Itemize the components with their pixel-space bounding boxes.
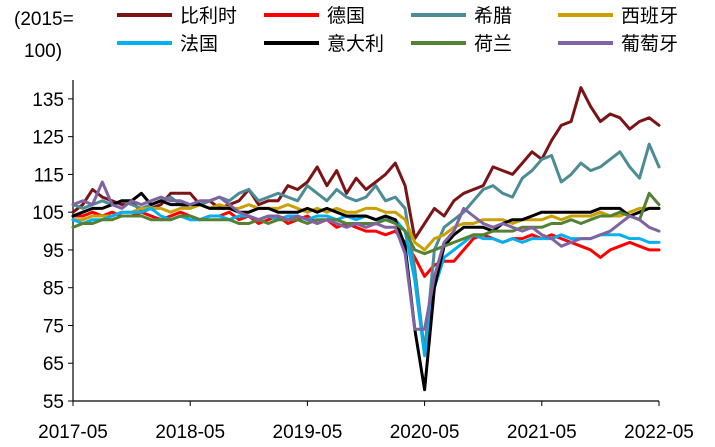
unit-label-line-1: (2015=	[14, 9, 74, 30]
legend-label-7: 葡萄牙	[621, 33, 678, 55]
legend-label-6: 荷兰	[474, 33, 512, 55]
legend-label-0: 比利时	[180, 5, 237, 27]
x-tick-label: 2019-05	[273, 422, 343, 443]
y-tick-label: 75	[43, 316, 64, 337]
series-line-1	[71, 210, 661, 278]
legend-label-5: 意大利	[327, 33, 384, 55]
series-lines	[71, 86, 661, 392]
series-line-7	[71, 180, 661, 331]
x-tick-label: 2021-05	[507, 422, 577, 443]
series-line-5	[71, 191, 661, 392]
series-line-3	[71, 203, 661, 252]
y-tick-label: 95	[43, 241, 64, 262]
y-tick-label: 135	[32, 90, 64, 111]
x-tick-label: 2020-05	[390, 422, 460, 443]
x-tick-label: 2017-05	[38, 422, 108, 443]
legend-label-2: 希腊	[474, 5, 512, 27]
series-line-6	[71, 191, 661, 256]
axes: 55 65 75 85 95 105 115 125 135 2017-05 2018-05 2019…	[32, 80, 694, 443]
y-tick-label: 125	[32, 128, 64, 149]
legend-label-3: 西班牙	[621, 5, 678, 27]
series-line-2	[71, 142, 661, 354]
series-line-0	[71, 86, 661, 241]
unit-label-line-2: 100)	[24, 41, 62, 62]
y-tick-label: 115	[34, 165, 64, 186]
y-tick-label: 105	[32, 203, 64, 224]
y-tick-label: 65	[43, 354, 64, 375]
y-tick-label: 85	[43, 279, 64, 300]
legend-label-4: 法国	[180, 33, 218, 55]
legend-label-1: 德国	[327, 5, 365, 27]
y-tick-label: 55	[43, 392, 64, 413]
unit-label: (2015= 100)	[14, 9, 74, 62]
x-tick-label: 2018-05	[155, 422, 225, 443]
x-tick-label: 2022-05	[624, 422, 694, 443]
